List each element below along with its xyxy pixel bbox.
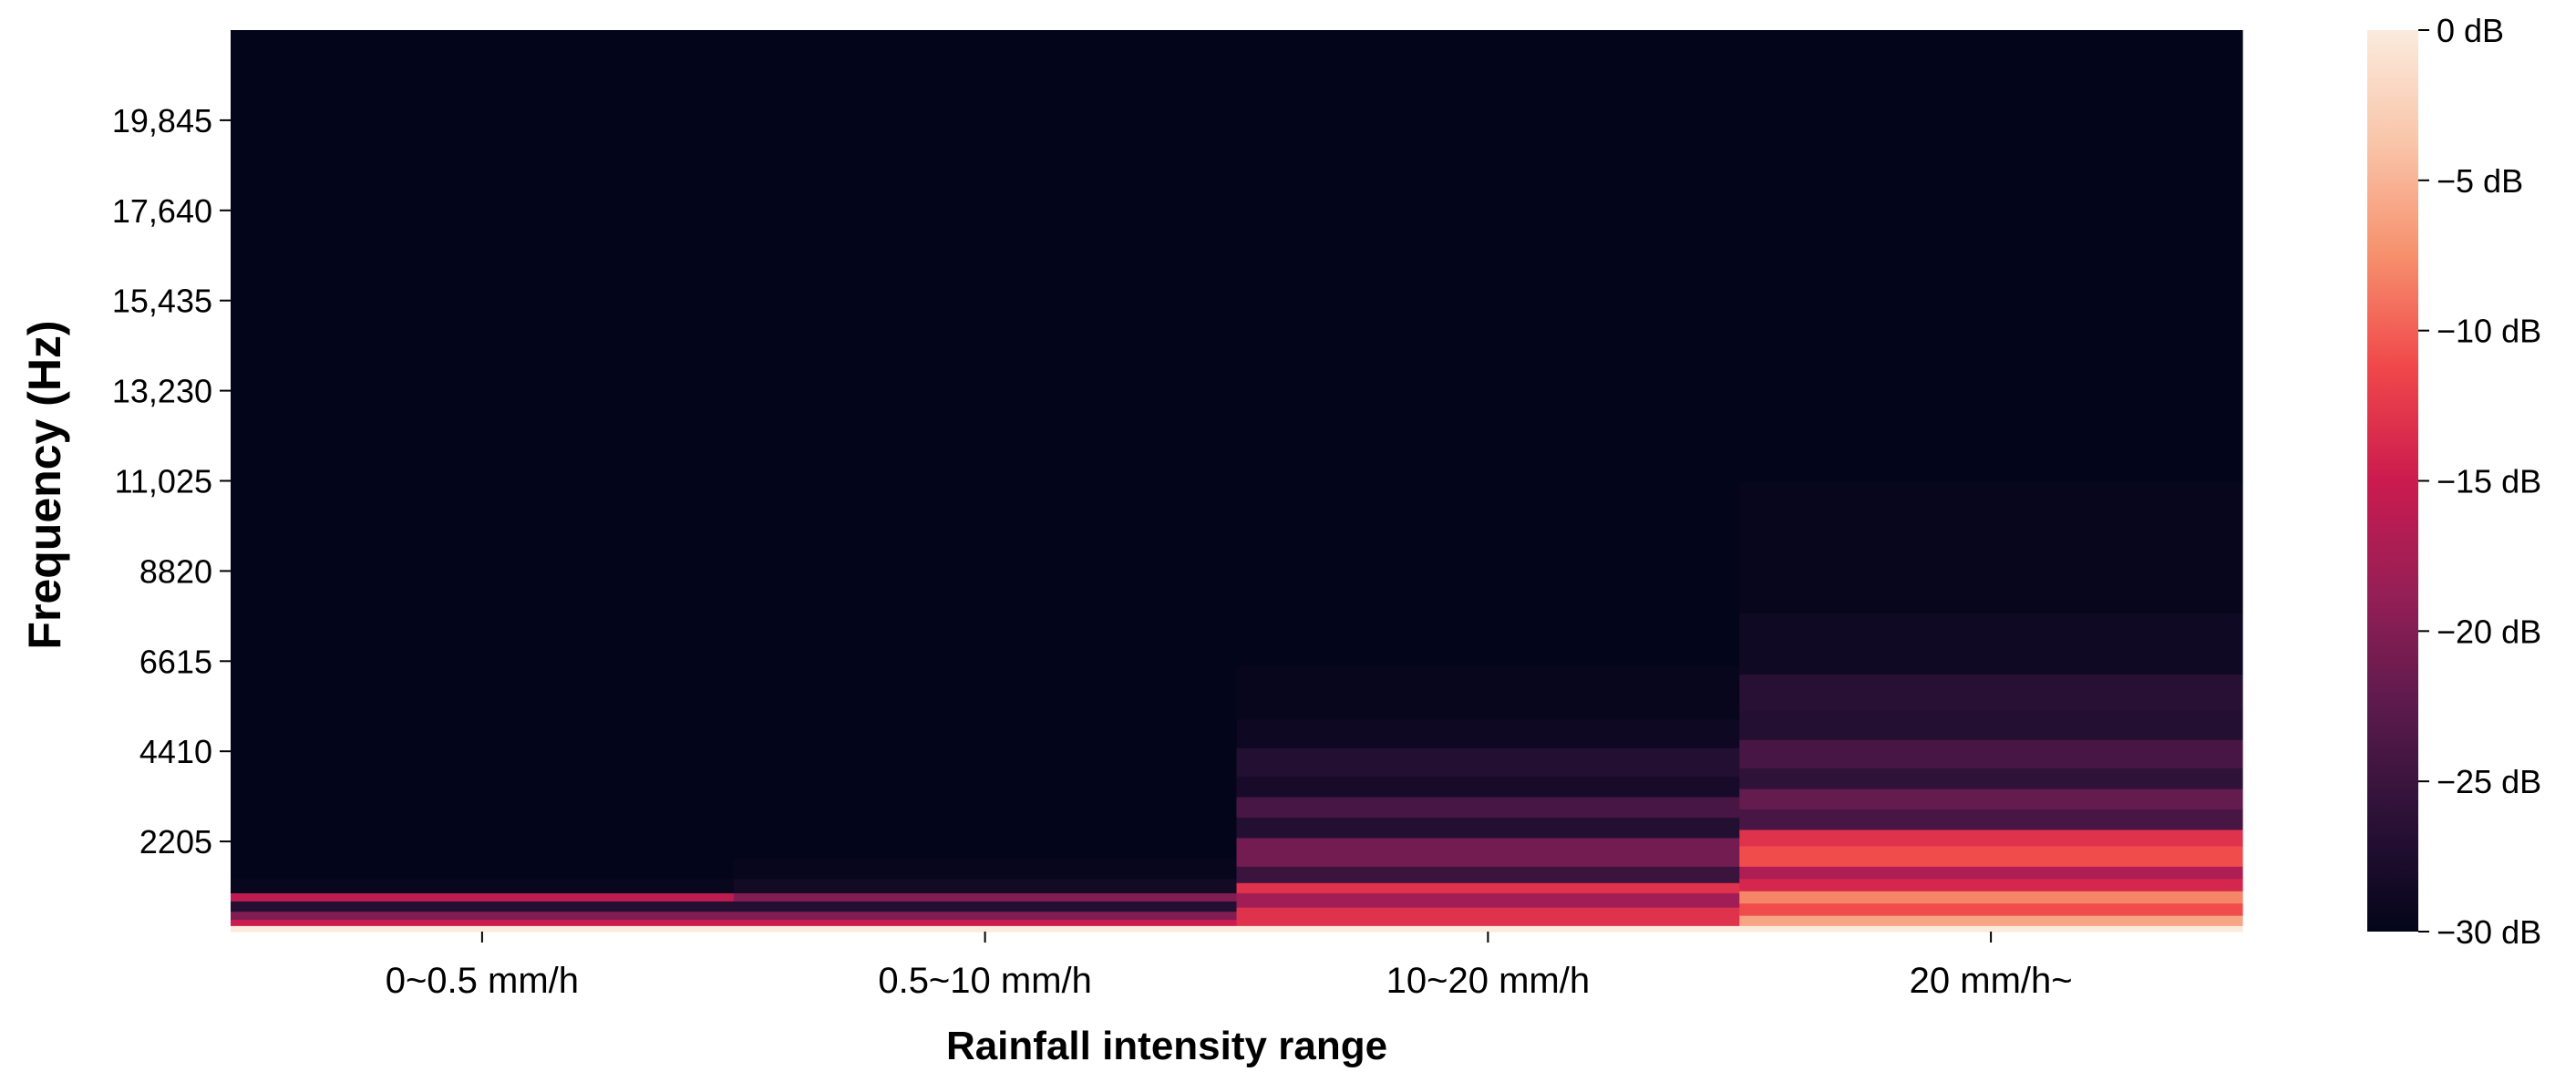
colorbar-tick-label: 0 dB bbox=[2437, 12, 2504, 49]
heatmap-cell bbox=[1739, 925, 2243, 933]
heatmap-cell bbox=[1236, 892, 1740, 908]
colorbar-tick-label: −30 dB bbox=[2437, 913, 2541, 951]
heatmap-cells bbox=[231, 30, 2243, 933]
colorbar-bar bbox=[2367, 30, 2418, 932]
heatmap-cell bbox=[733, 878, 1238, 893]
y-tick-label: 19,845 bbox=[112, 102, 212, 139]
y-tick-label: 11,025 bbox=[115, 463, 212, 500]
heatmap-cell bbox=[1739, 891, 2243, 904]
y-axis-title: Frequency (Hz) bbox=[19, 320, 70, 649]
heatmap-cell bbox=[231, 919, 735, 926]
y-tick-label: 17,640 bbox=[112, 192, 212, 230]
heatmap-cell bbox=[1236, 907, 1740, 926]
heatmap-cell bbox=[733, 30, 1238, 859]
heatmap-cell bbox=[1236, 837, 1740, 867]
y-tick-label: 8820 bbox=[139, 552, 212, 590]
x-axis-title: Rainfall intensity range bbox=[946, 1024, 1387, 1068]
y-axis: 2205 4410 6615 8820 11,025 13,230 15,435 17,640… bbox=[112, 102, 231, 860]
heatmap-cell bbox=[1739, 613, 2243, 675]
heatmap-cell bbox=[1739, 768, 2243, 789]
heatmap-cell bbox=[1236, 925, 1740, 933]
heatmap-cell bbox=[1739, 845, 2243, 867]
heatmap-cell bbox=[1739, 739, 2243, 769]
heatmap-cell bbox=[733, 901, 1238, 912]
colorbar-tick-label: −10 dB bbox=[2437, 313, 2541, 350]
heatmap-cell bbox=[1739, 788, 2243, 810]
heatmap-cell bbox=[231, 892, 735, 902]
heatmap-cell bbox=[1739, 915, 2243, 926]
heatmap-cell bbox=[231, 911, 735, 921]
heatmap-cell bbox=[1236, 796, 1740, 819]
colorbar-tick-label: −25 dB bbox=[2437, 763, 2541, 800]
heatmap-cell bbox=[733, 919, 1238, 926]
heatmap-cell bbox=[1236, 747, 1740, 778]
heatmap-cell bbox=[1236, 665, 1740, 720]
heatmap-cell bbox=[1236, 776, 1740, 798]
heatmap-cell bbox=[231, 901, 735, 912]
heatmap-cell bbox=[1739, 30, 2243, 483]
y-tick-label: 6615 bbox=[139, 643, 212, 680]
heatmap-cell bbox=[1739, 710, 2243, 740]
colorbar-tick-label: −5 dB bbox=[2437, 162, 2523, 200]
heatmap-cell bbox=[1739, 809, 2243, 830]
heatmap-cell bbox=[733, 925, 1238, 933]
heatmap-cell bbox=[1236, 718, 1740, 748]
heatmap-cell bbox=[1236, 866, 1740, 883]
heatmap-cell bbox=[1739, 878, 2243, 891]
colorbar-tick-label: −15 dB bbox=[2437, 463, 2541, 500]
heatmap-cell bbox=[231, 925, 735, 933]
heatmap-cell bbox=[1739, 902, 2243, 916]
colorbar: 0 dB −5 dB −10 dB −15 dB −20 dB −25 dB −30 dB bbox=[2367, 12, 2541, 951]
y-tick-label: 4410 bbox=[139, 733, 212, 770]
x-tick-label: 0.5~10 mm/h bbox=[878, 961, 1092, 1001]
x-tick-label: 0~0.5 mm/h bbox=[386, 961, 579, 1001]
colorbar-tick-label: −20 dB bbox=[2437, 613, 2541, 650]
heatmap-cell bbox=[733, 858, 1238, 880]
heatmap-cell bbox=[1739, 829, 2243, 847]
heatmap-cell bbox=[1236, 882, 1740, 893]
x-tick-label: 10~20 mm/h bbox=[1386, 961, 1590, 1001]
heatmap-cell bbox=[1739, 481, 2243, 613]
heatmap-cell bbox=[1236, 817, 1740, 839]
heatmap-cell bbox=[733, 911, 1238, 921]
heatmap-cell bbox=[1236, 30, 1740, 667]
y-tick-label: 13,230 bbox=[112, 373, 212, 410]
heatmap-cell bbox=[733, 892, 1238, 902]
heatmap-cell bbox=[1739, 674, 2243, 712]
heatmap-cell bbox=[231, 878, 735, 893]
y-tick-label: 15,435 bbox=[112, 283, 212, 320]
x-tick-label: 20 mm/h~ bbox=[1910, 961, 2073, 1001]
y-tick-label: 2205 bbox=[139, 823, 212, 860]
x-axis: 0~0.5 mm/h 0.5~10 mm/h 10~20 mm/h 20 mm/h~ bbox=[386, 932, 2073, 1001]
heatmap-cell bbox=[231, 30, 735, 880]
heatmap-cell bbox=[1739, 866, 2243, 880]
